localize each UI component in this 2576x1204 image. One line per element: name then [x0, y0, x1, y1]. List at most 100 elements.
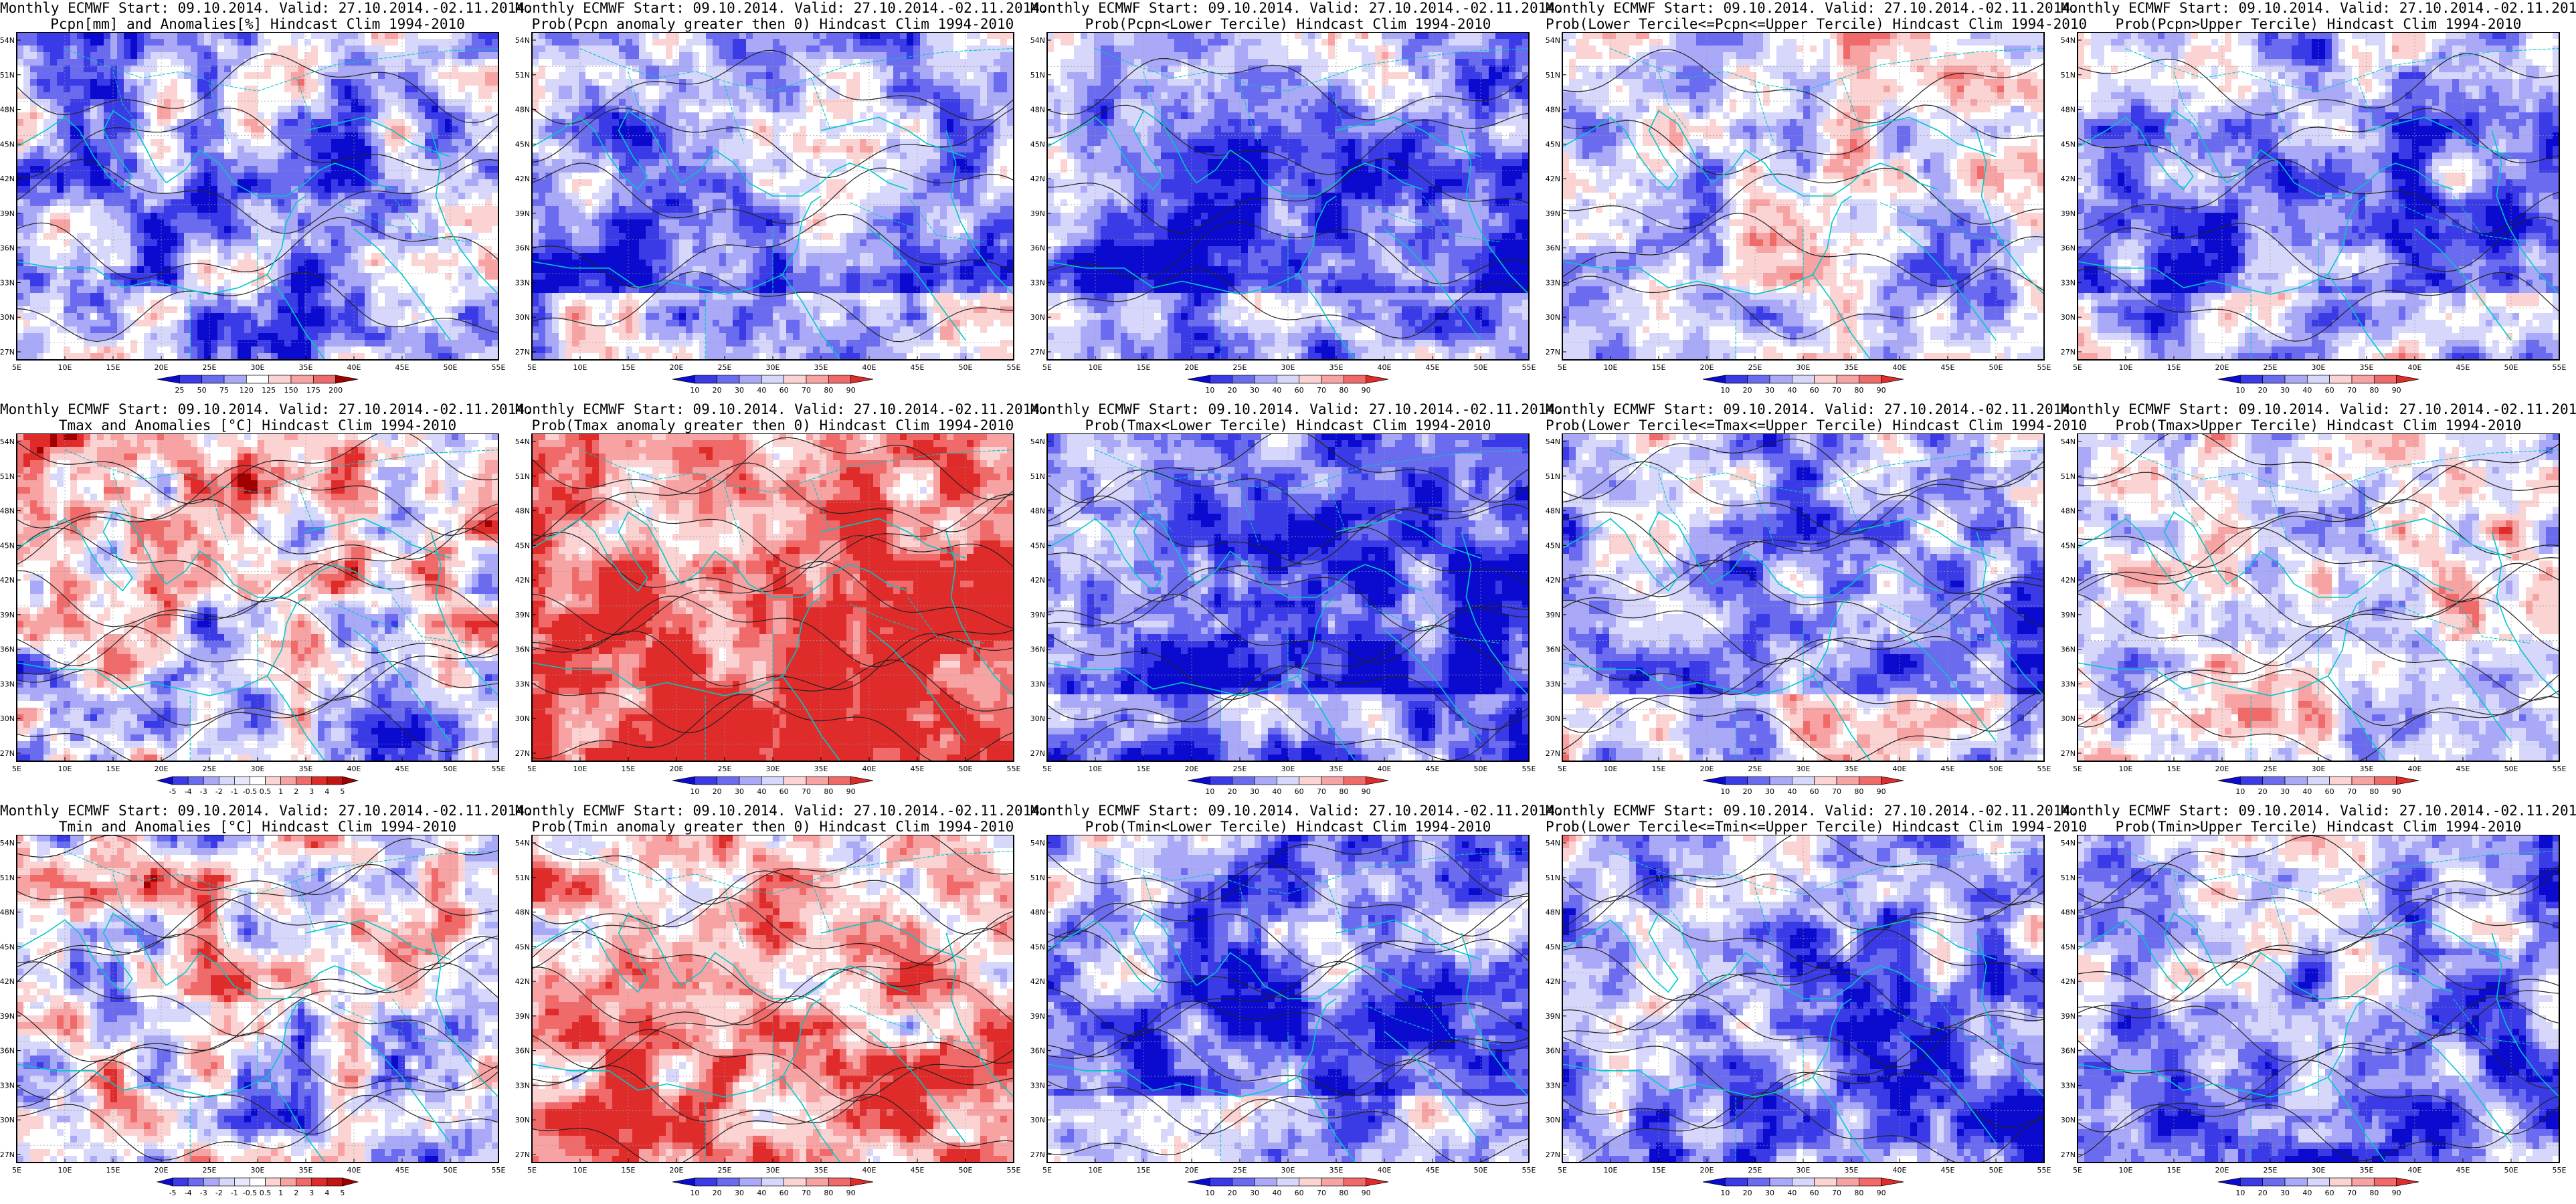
- lat-tick-label: 45N: [0, 541, 15, 550]
- colorbar-segment: [2329, 776, 2353, 785]
- lon-tick-label: 15E: [622, 1166, 636, 1175]
- colorbar-segment: [2262, 776, 2286, 785]
- colorbar-label: 20: [713, 1189, 722, 1197]
- colorbar-segment: [2351, 375, 2375, 384]
- panel-title-line2: Prob(Tmin anomaly greater then 0) Hindca…: [515, 819, 1030, 835]
- lon-tick-label: 25E: [203, 1166, 217, 1175]
- colorbar-label: 70: [1317, 787, 1326, 796]
- borders: [2125, 850, 2559, 1163]
- lon-tick-label: 20E: [670, 363, 684, 372]
- lon-tick-label: 50E: [959, 363, 973, 372]
- lon-tick-label: 10E: [573, 1166, 587, 1175]
- colorbar-label: 40: [1272, 386, 1281, 395]
- coastlines: [2078, 511, 2559, 761]
- panel-title-line1: Monthly ECMWF Start: 09.10.2014. Valid: …: [515, 803, 1048, 819]
- colorbar-label: 70: [1832, 1189, 1841, 1197]
- lon-tick-label: 15E: [622, 363, 636, 372]
- lon-tick-label: 20E: [155, 1166, 169, 1175]
- lon-tick-label: 50E: [959, 765, 973, 773]
- colorbar-label: 80: [1854, 1189, 1863, 1197]
- lat-tick-label: 39N: [1030, 1012, 1045, 1021]
- panel-title-line1: Monthly ECMWF Start: 09.10.2014. Valid: …: [2061, 803, 2576, 819]
- lat-tick-label: 48N: [1030, 106, 1045, 114]
- lat-tick-label: 27N: [515, 348, 530, 357]
- lon-tick-label: 35E: [299, 765, 313, 773]
- coastlines: [1047, 912, 1529, 1163]
- lon-tick-label: 10E: [58, 765, 72, 773]
- colorbar-label: 175: [306, 386, 320, 395]
- colorbar-label: 60: [1295, 787, 1304, 796]
- lon-tick-label: 55E: [2553, 1166, 2567, 1175]
- lat-tick-label: 48N: [515, 507, 530, 516]
- lat-tick-label: 54N: [2061, 437, 2076, 446]
- lat-tick-label: 30N: [2061, 1116, 2076, 1124]
- lon-tick-label: 10E: [1604, 1166, 1618, 1175]
- contours: [2078, 433, 2559, 761]
- map-area: 54N 51N 48N 45N 42N 39N 36N 33N 30N 27N 5E 10E 15E 20…: [0, 433, 506, 773]
- colorbar-label: 60: [1295, 1189, 1304, 1197]
- colorbar-segment: [1187, 1177, 1210, 1187]
- colorbar-label: 40: [2302, 386, 2312, 395]
- lat-tick-label: 27N: [2061, 348, 2076, 357]
- lat-tick-label: 48N: [515, 106, 530, 114]
- colorbar-label: 60: [779, 386, 789, 395]
- coastlines: [532, 912, 1014, 1163]
- lat-tick-label: 51N: [515, 472, 530, 481]
- colorbar-label: 80: [2369, 1189, 2379, 1197]
- lat-tick-label: 36N: [515, 645, 530, 654]
- lat-tick-label: 27N: [2061, 1150, 2076, 1159]
- lat-tick-label: 33N: [0, 278, 15, 287]
- colorbar-segment: [342, 1177, 359, 1187]
- panel-title: Monthly ECMWF Start: 09.10.2014. Valid: …: [0, 803, 533, 835]
- colorbar-segment: [1769, 375, 1792, 384]
- lat-tick-label: 30N: [0, 313, 15, 322]
- colorbar-label: 60: [2325, 386, 2334, 395]
- colorbar-segment: [1254, 1177, 1277, 1187]
- lat-tick-label: 27N: [2061, 749, 2076, 758]
- lat-tick-label: 36N: [1546, 645, 1560, 654]
- lon-tick-label: 5E: [1558, 765, 1567, 773]
- lat-tick-label: 45N: [515, 541, 530, 550]
- field-layer: [17, 835, 498, 1163]
- map-panel: Monthly ECMWF Start: 09.10.2014. Valid: …: [2061, 803, 2576, 1204]
- lon-tick-label: 40E: [1893, 363, 1907, 372]
- lon-tick-label: 30E: [1797, 1166, 1811, 1175]
- colorbar-segment: [234, 776, 250, 785]
- colorbar-label: 10: [2235, 787, 2245, 796]
- lon-tick-label: 5E: [12, 1166, 21, 1175]
- colorbar-label: 200: [329, 386, 343, 395]
- colorbar-segment: [1724, 375, 1748, 384]
- colorbar-segment: [250, 776, 266, 785]
- lon-tick-label: 15E: [622, 765, 636, 773]
- panel-title-line1: Monthly ECMWF Start: 09.10.2014. Valid: …: [1546, 803, 2079, 819]
- lon-tick-label: 15E: [106, 765, 120, 773]
- panel-title-line1: Monthly ECMWF Start: 09.10.2014. Valid: …: [0, 401, 533, 417]
- colorbar-segment: [1187, 375, 1210, 384]
- colorbar-segment: [1321, 776, 1344, 785]
- map-area: 54N 51N 48N 45N 42N 39N 36N 33N 30N 27N 5E 10E 15E 20…: [0, 32, 506, 372]
- panel-title: Monthly ECMWF Start: 09.10.2014. Valid: …: [515, 803, 1048, 835]
- lon-tick-label: 25E: [2264, 1166, 2278, 1175]
- lon-tick-label: 50E: [1989, 1166, 2003, 1175]
- map-panel: Monthly ECMWF Start: 09.10.2014. Valid: …: [515, 401, 1048, 803]
- lat-tick-label: 54N: [515, 36, 530, 45]
- colorbar-segment: [280, 1177, 297, 1187]
- lat-tick-label: 33N: [1030, 278, 1045, 287]
- panel-title: Monthly ECMWF Start: 09.10.2014. Valid: …: [0, 401, 533, 433]
- lon-tick-label: 15E: [1652, 765, 1666, 773]
- lon-tick-label: 20E: [1700, 363, 1714, 372]
- coastlines: [1562, 110, 2044, 360]
- lon-tick-label: 45E: [395, 1166, 409, 1175]
- colorbar-segment: [218, 776, 235, 785]
- colorbar-segment: [806, 375, 829, 384]
- colorbar-segment: [2396, 375, 2419, 384]
- colorbar-label: 70: [1832, 386, 1841, 395]
- lat-tick-label: 51N: [1546, 71, 1560, 80]
- lon-tick-label: 15E: [1137, 1166, 1151, 1175]
- lon-tick-label: 40E: [2408, 765, 2422, 773]
- colorbar: -5 -4 -3 -2 -1 -0.5 0.5 1 2 3 4 5: [156, 1177, 359, 1197]
- lon-tick-label: 50E: [2504, 363, 2518, 372]
- gridlines: [2078, 433, 2559, 761]
- colorbar-segment: [172, 1177, 189, 1187]
- colorbar-segment: [717, 375, 740, 384]
